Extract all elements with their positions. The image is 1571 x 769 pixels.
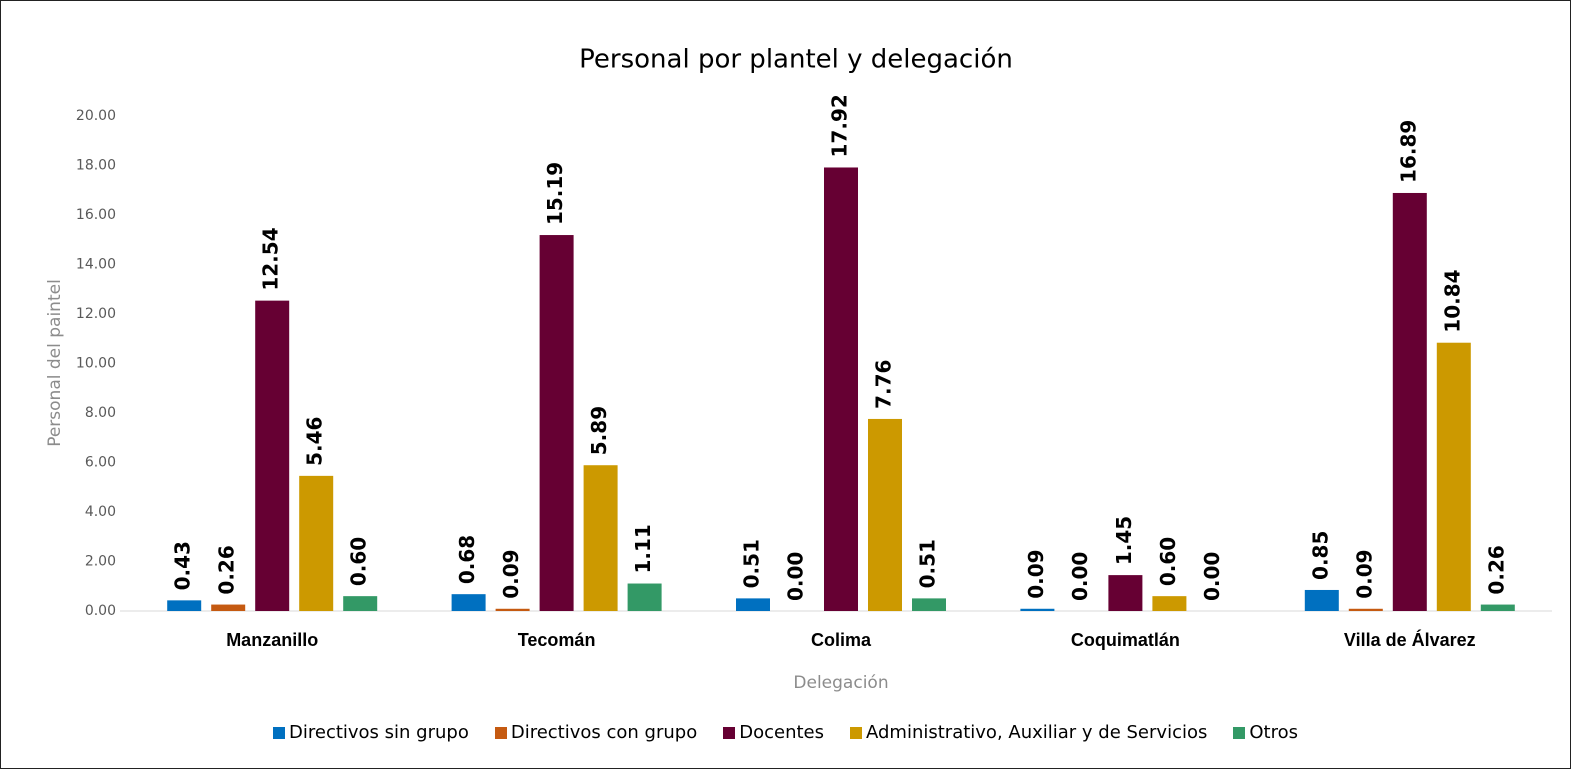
value-label: 1.45	[1112, 516, 1136, 565]
value-label: 7.76	[872, 360, 896, 409]
legend-label: Otros	[1249, 722, 1298, 743]
value-label: 1.11	[631, 524, 655, 573]
legend-swatch	[723, 727, 735, 739]
value-label: 0.09	[1024, 549, 1048, 598]
bar	[343, 596, 377, 611]
x-tick-label: Villa de Álvarez	[1344, 629, 1476, 650]
legend-label: Directivos sin grupo	[289, 722, 469, 743]
legend-item: Administrativo, Auxiliar y de Servicios	[850, 722, 1207, 743]
bar	[912, 598, 946, 611]
legend-swatch	[273, 727, 285, 739]
bar	[255, 301, 289, 611]
legend-item: Otros	[1233, 722, 1298, 743]
value-label: 0.60	[1156, 537, 1180, 586]
bar	[299, 476, 333, 611]
legend-swatch	[495, 727, 507, 739]
y-tick-label: 10.00	[76, 356, 116, 372]
y-tick-label: 12.00	[76, 306, 116, 322]
legend-label: Directivos con grupo	[511, 722, 697, 743]
value-label: 0.09	[499, 549, 523, 598]
y-tick-label: 20.00	[76, 108, 116, 124]
legend-item: Directivos sin grupo	[273, 722, 469, 743]
value-label: 0.60	[347, 537, 371, 586]
bar	[167, 600, 201, 611]
value-label: 0.85	[1308, 531, 1332, 580]
x-axis-title: Delegación	[793, 673, 888, 693]
x-tick-label: Manzanillo	[226, 630, 318, 650]
legend-swatch	[1233, 727, 1245, 739]
y-tick-label: 16.00	[76, 207, 116, 223]
legend-item: Docentes	[723, 722, 824, 743]
x-tick-label: Tecomán	[518, 630, 596, 650]
y-tick-label: 18.00	[76, 158, 116, 174]
chart: Personal por plantel y delegación Delega…	[0, 0, 1571, 769]
legend-item: Directivos con grupo	[495, 722, 697, 743]
bar	[1349, 609, 1383, 611]
bar	[540, 235, 574, 611]
legend-label: Administrativo, Auxiliar y de Servicios	[866, 722, 1207, 743]
y-tick-label: 2.00	[85, 554, 116, 570]
bar	[824, 167, 858, 611]
bar	[1481, 605, 1515, 611]
bar	[1020, 609, 1054, 611]
value-label: 17.92	[828, 94, 852, 157]
value-label: 5.46	[303, 417, 327, 466]
value-label: 5.89	[587, 406, 611, 455]
bar	[1305, 590, 1339, 611]
bar	[452, 594, 486, 611]
value-label: 12.54	[259, 227, 283, 290]
bar	[1393, 193, 1427, 611]
y-tick-label: 4.00	[85, 504, 116, 520]
value-label: 0.43	[171, 541, 195, 590]
value-label: 10.84	[1440, 269, 1464, 332]
value-label: 0.68	[455, 535, 479, 584]
value-label: 0.00	[1068, 552, 1092, 601]
value-label: 0.51	[916, 539, 940, 588]
legend: Directivos sin grupo Directivos con grupo…	[0, 722, 1571, 743]
bar	[628, 584, 662, 611]
value-label: 0.26	[1484, 545, 1508, 594]
y-tick-label: 6.00	[85, 455, 116, 471]
x-tick-label: Coquimatlán	[1071, 630, 1180, 650]
bar	[496, 609, 530, 611]
value-label: 0.00	[1200, 552, 1224, 601]
value-label: 15.19	[543, 162, 567, 225]
bar	[736, 598, 770, 611]
value-label: 0.00	[784, 552, 808, 601]
bar	[1437, 343, 1471, 611]
legend-swatch	[850, 727, 862, 739]
value-label: 0.09	[1352, 549, 1376, 598]
bar	[211, 605, 245, 611]
y-tick-label: 0.00	[85, 603, 116, 619]
bar	[584, 465, 618, 611]
y-axis-title: Personal del paintel	[45, 279, 65, 447]
y-tick-label: 14.00	[76, 257, 116, 273]
y-tick-label: 8.00	[85, 405, 116, 421]
bar	[1108, 575, 1142, 611]
chart-title: Personal por plantel y delegación	[579, 45, 1013, 75]
value-label: 0.51	[740, 539, 764, 588]
value-label: 0.26	[215, 545, 239, 594]
bar	[868, 419, 902, 611]
x-tick-label: Colima	[811, 630, 872, 650]
legend-label: Docentes	[739, 722, 824, 743]
bar	[1152, 596, 1186, 611]
value-label: 16.89	[1396, 120, 1420, 183]
